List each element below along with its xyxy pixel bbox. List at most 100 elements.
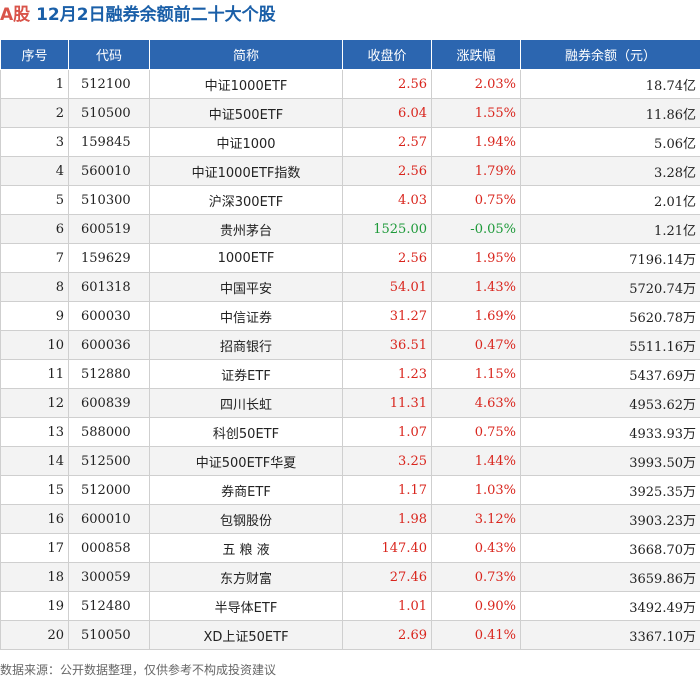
close-price: 147.40 <box>342 533 432 563</box>
short-balance: 7196.14万 <box>520 243 700 273</box>
col-header-index[interactable]: 序号 <box>0 39 69 70</box>
row-index: 12 <box>0 388 69 418</box>
row-index: 5 <box>0 185 69 215</box>
stock-code: 510300 <box>68 185 150 215</box>
table-row: 18 300059 东方财富 27.46 0.73% 3659.86万 <box>0 562 700 592</box>
short-balance: 5.06亿 <box>520 127 700 157</box>
stock-name: 东方财富 <box>149 562 343 592</box>
stock-code: 510500 <box>68 98 150 128</box>
close-price: 1.98 <box>342 504 432 534</box>
stock-name: 券商ETF <box>149 475 343 505</box>
change-percent: 0.43% <box>431 533 521 563</box>
table-row: 6 600519 贵州茅台 1525.00 -0.05% 1.21亿 <box>0 214 700 244</box>
stock-name: 贵州茅台 <box>149 214 343 244</box>
row-index: 20 <box>0 620 69 650</box>
change-percent: 1.69% <box>431 301 521 331</box>
table-header-row: 序号 代码 简称 收盘价 涨跌幅 融券余额（元） <box>0 39 700 70</box>
stock-name: 沪深300ETF <box>149 185 343 215</box>
stock-name: 中证500ETF <box>149 98 343 128</box>
stock-name: 1000ETF <box>149 243 343 273</box>
change-percent: 0.90% <box>431 591 521 621</box>
table-body: 1 512100 中证1000ETF 2.56 2.03% 18.74亿 2 510500 中证… <box>0 69 700 650</box>
table-row: 9 600030 中信证券 31.27 1.69% 5620.78万 <box>0 301 700 331</box>
change-percent: 1.79% <box>431 156 521 186</box>
table-row: 20 510050 XD上证50ETF 2.69 0.41% 3367.10万 <box>0 620 700 650</box>
short-balance: 3659.86万 <box>520 562 700 592</box>
stock-code: 512480 <box>68 591 150 621</box>
row-index: 19 <box>0 591 69 621</box>
close-price: 1525.00 <box>342 214 432 244</box>
stock-code: 512100 <box>68 69 150 99</box>
short-balance: 2.01亿 <box>520 185 700 215</box>
short-balance: 3.28亿 <box>520 156 700 186</box>
stock-code: 560010 <box>68 156 150 186</box>
row-index: 10 <box>0 330 69 360</box>
stock-name: XD上证50ETF <box>149 620 343 650</box>
change-percent: 4.63% <box>431 388 521 418</box>
close-price: 2.56 <box>342 243 432 273</box>
close-price: 36.51 <box>342 330 432 360</box>
close-price: 2.56 <box>342 156 432 186</box>
col-header-name[interactable]: 简称 <box>149 39 343 70</box>
short-balance: 18.74亿 <box>520 69 700 99</box>
short-balance: 3367.10万 <box>520 620 700 650</box>
row-index: 2 <box>0 98 69 128</box>
stock-code: 512500 <box>68 446 150 476</box>
col-header-code[interactable]: 代码 <box>68 39 150 70</box>
close-price: 2.69 <box>342 620 432 650</box>
close-price: 27.46 <box>342 562 432 592</box>
stock-code: 600036 <box>68 330 150 360</box>
change-percent: 1.03% <box>431 475 521 505</box>
close-price: 11.31 <box>342 388 432 418</box>
table-row: 16 600010 包钢股份 1.98 3.12% 3903.23万 <box>0 504 700 534</box>
short-balance: 3492.49万 <box>520 591 700 621</box>
row-index: 17 <box>0 533 69 563</box>
stock-code: 159845 <box>68 127 150 157</box>
table-row: 8 601318 中国平安 54.01 1.43% 5720.74万 <box>0 272 700 302</box>
stock-code: 588000 <box>68 417 150 447</box>
table-row: 10 600036 招商银行 36.51 0.47% 5511.16万 <box>0 330 700 360</box>
change-percent: -0.05% <box>431 214 521 244</box>
stock-code: 512000 <box>68 475 150 505</box>
short-balance: 3903.23万 <box>520 504 700 534</box>
stock-code: 600839 <box>68 388 150 418</box>
stock-code: 512880 <box>68 359 150 389</box>
change-percent: 3.12% <box>431 504 521 534</box>
stock-code: 159629 <box>68 243 150 273</box>
short-balance: 11.86亿 <box>520 98 700 128</box>
close-price: 6.04 <box>342 98 432 128</box>
stock-name: 中证1000ETF <box>149 69 343 99</box>
stock-code: 300059 <box>68 562 150 592</box>
row-index: 1 <box>0 69 69 99</box>
change-percent: 0.47% <box>431 330 521 360</box>
stock-code: 601318 <box>68 272 150 302</box>
col-header-change[interactable]: 涨跌幅 <box>431 39 521 70</box>
row-index: 7 <box>0 243 69 273</box>
stock-name: 中证500ETF华夏 <box>149 446 343 476</box>
table-row: 17 000858 五 粮 液 147.40 0.43% 3668.70万 <box>0 533 700 563</box>
row-index: 14 <box>0 446 69 476</box>
stock-name: 半导体ETF <box>149 591 343 621</box>
stock-name: 招商银行 <box>149 330 343 360</box>
change-percent: 1.95% <box>431 243 521 273</box>
stock-name: 中国平安 <box>149 272 343 302</box>
title-prefix: A股 <box>0 5 31 25</box>
col-header-price[interactable]: 收盘价 <box>342 39 432 70</box>
table-row: 19 512480 半导体ETF 1.01 0.90% 3492.49万 <box>0 591 700 621</box>
short-balance: 5511.16万 <box>520 330 700 360</box>
row-index: 15 <box>0 475 69 505</box>
short-balance: 3993.50万 <box>520 446 700 476</box>
change-percent: 1.94% <box>431 127 521 157</box>
stock-name: 中证1000ETF指数 <box>149 156 343 186</box>
table-row: 13 588000 科创50ETF 1.07 0.75% 4933.93万 <box>0 417 700 447</box>
stock-code: 600030 <box>68 301 150 331</box>
change-percent: 1.44% <box>431 446 521 476</box>
close-price: 1.17 <box>342 475 432 505</box>
short-balance: 5720.74万 <box>520 272 700 302</box>
col-header-balance[interactable]: 融券余额（元） <box>520 39 700 70</box>
table-row: 5 510300 沪深300ETF 4.03 0.75% 2.01亿 <box>0 185 700 215</box>
stock-code: 510050 <box>68 620 150 650</box>
row-index: 3 <box>0 127 69 157</box>
close-price: 2.56 <box>342 69 432 99</box>
close-price: 54.01 <box>342 272 432 302</box>
